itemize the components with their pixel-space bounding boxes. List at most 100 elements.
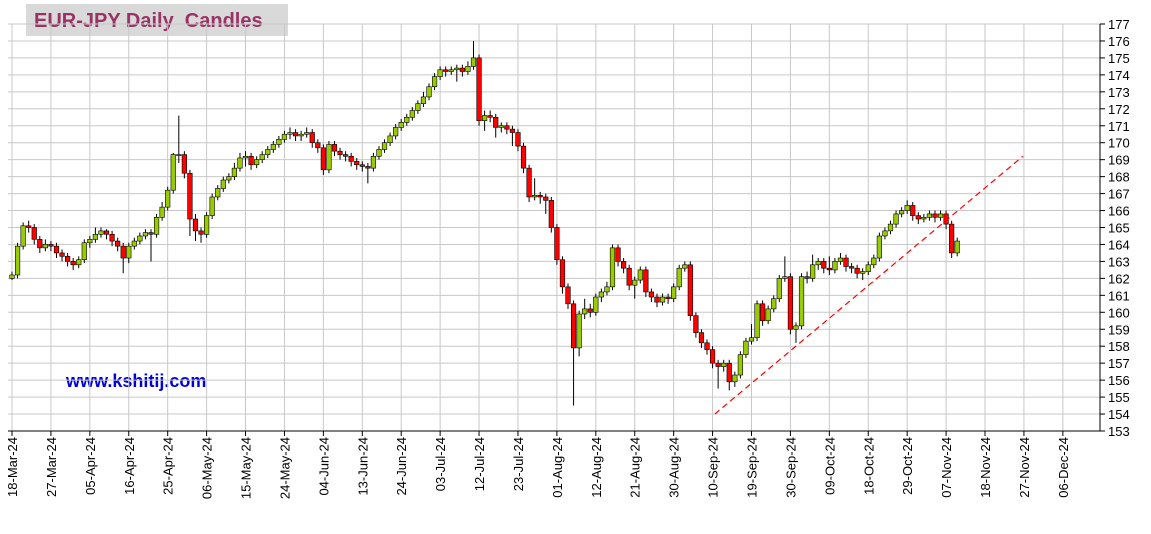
y-tick-label: 153 (1108, 424, 1130, 439)
candle-body (632, 279, 638, 286)
candle-body (309, 132, 315, 144)
x-tick-label: 04-Jun-24 (316, 437, 331, 496)
x-tick-label: 16-Apr-24 (122, 437, 137, 495)
candle-body (298, 133, 304, 137)
candle-body (65, 256, 71, 262)
x-tick-label: 18-Oct-24 (861, 437, 876, 495)
candle-body (226, 176, 232, 181)
candle-body (142, 232, 149, 237)
candle-body (626, 267, 632, 286)
candle-body (431, 76, 438, 88)
candle-body (493, 116, 499, 128)
x-tick-label: 18-Mar-24 (5, 437, 20, 497)
candle-body (637, 269, 643, 281)
candle-body (426, 86, 432, 98)
x-tick-label: 24-Jun-24 (394, 437, 409, 496)
candle-body (9, 274, 15, 279)
candle-body (348, 155, 354, 162)
candle-body (337, 150, 343, 155)
candle-body (659, 296, 666, 303)
candle-body (893, 213, 899, 225)
x-tick-label: 23-Jul-24 (511, 437, 526, 491)
candle-body (682, 264, 688, 269)
y-tick-label: 177 (1108, 17, 1130, 32)
y-tick-label: 174 (1108, 68, 1130, 83)
candle-body (14, 245, 21, 276)
candle-body (826, 267, 832, 271)
candle-body (671, 286, 677, 300)
candle-body (693, 315, 699, 333)
candle-body (437, 69, 443, 77)
candle-body (153, 217, 160, 235)
candle-body (209, 196, 215, 216)
candle-body (643, 269, 649, 293)
candle-body (20, 225, 26, 247)
candle-body (787, 276, 794, 330)
x-tick-label: 30-Aug-24 (667, 437, 682, 498)
candle-body (904, 205, 910, 211)
candle-body (621, 261, 627, 269)
candle-body (304, 132, 310, 135)
candle-body (365, 166, 371, 169)
candle-body (515, 132, 521, 147)
y-tick-label: 164 (1108, 237, 1130, 252)
candle-body (487, 115, 493, 118)
x-tick-label: 15-May-24 (239, 437, 254, 499)
candle-body (343, 154, 349, 157)
candle-body (176, 154, 182, 156)
candle-body (821, 261, 827, 269)
x-tick-label: 29-Oct-24 (900, 437, 915, 495)
x-tick-label: 03-Jul-24 (433, 437, 448, 491)
candle-body (843, 257, 849, 267)
candle-body (287, 132, 293, 135)
x-tick-label: 12-Aug-24 (589, 437, 604, 498)
x-tick-label: 27-Nov-24 (1017, 437, 1032, 498)
candle-body (115, 240, 121, 247)
y-tick-label: 165 (1108, 221, 1130, 236)
candle-body (532, 194, 538, 198)
candle-body (543, 196, 549, 201)
candle-body (459, 67, 465, 72)
candle-body (810, 264, 816, 279)
y-tick-label: 156 (1108, 373, 1130, 388)
candle-body (654, 296, 660, 303)
candle-body (509, 128, 516, 133)
candle-body (615, 247, 621, 262)
candle-body (126, 245, 132, 259)
x-tick-label: 07-Nov-24 (939, 437, 954, 498)
candle-body (537, 194, 543, 198)
candle-body (915, 215, 921, 220)
candle-body (387, 135, 393, 144)
y-tick-label: 167 (1108, 187, 1130, 202)
candle-body (793, 325, 799, 330)
candle-body (648, 291, 655, 298)
chart-title: EUR-JPY Daily Candles (34, 10, 263, 32)
candle-body (882, 230, 888, 237)
x-tick-label: 06-May-24 (200, 437, 215, 499)
candle-body (281, 133, 288, 140)
candle-body (220, 179, 226, 189)
candle-body (704, 342, 710, 350)
candle-body (415, 103, 421, 111)
candle-body (765, 308, 771, 322)
candle-body (265, 149, 271, 155)
candle-body (854, 267, 860, 274)
candle-body (837, 257, 844, 262)
candle-body (148, 232, 154, 235)
candle-body (103, 230, 110, 235)
candle-body (782, 276, 788, 279)
candle-body (609, 247, 616, 288)
candle-body (554, 227, 560, 261)
y-tick-label: 168 (1108, 170, 1130, 185)
x-tick-label: 06-Dec-24 (1056, 437, 1071, 498)
candle-body (381, 142, 388, 150)
candle-body (31, 227, 37, 240)
candle-body (81, 242, 87, 261)
candle-body (865, 264, 871, 272)
candle-body (59, 252, 65, 257)
candle-body (748, 337, 755, 342)
x-tick-label: 01-Aug-24 (550, 437, 565, 498)
y-tick-label: 154 (1108, 407, 1130, 422)
candle-body (276, 139, 282, 145)
candle-body (498, 125, 504, 128)
